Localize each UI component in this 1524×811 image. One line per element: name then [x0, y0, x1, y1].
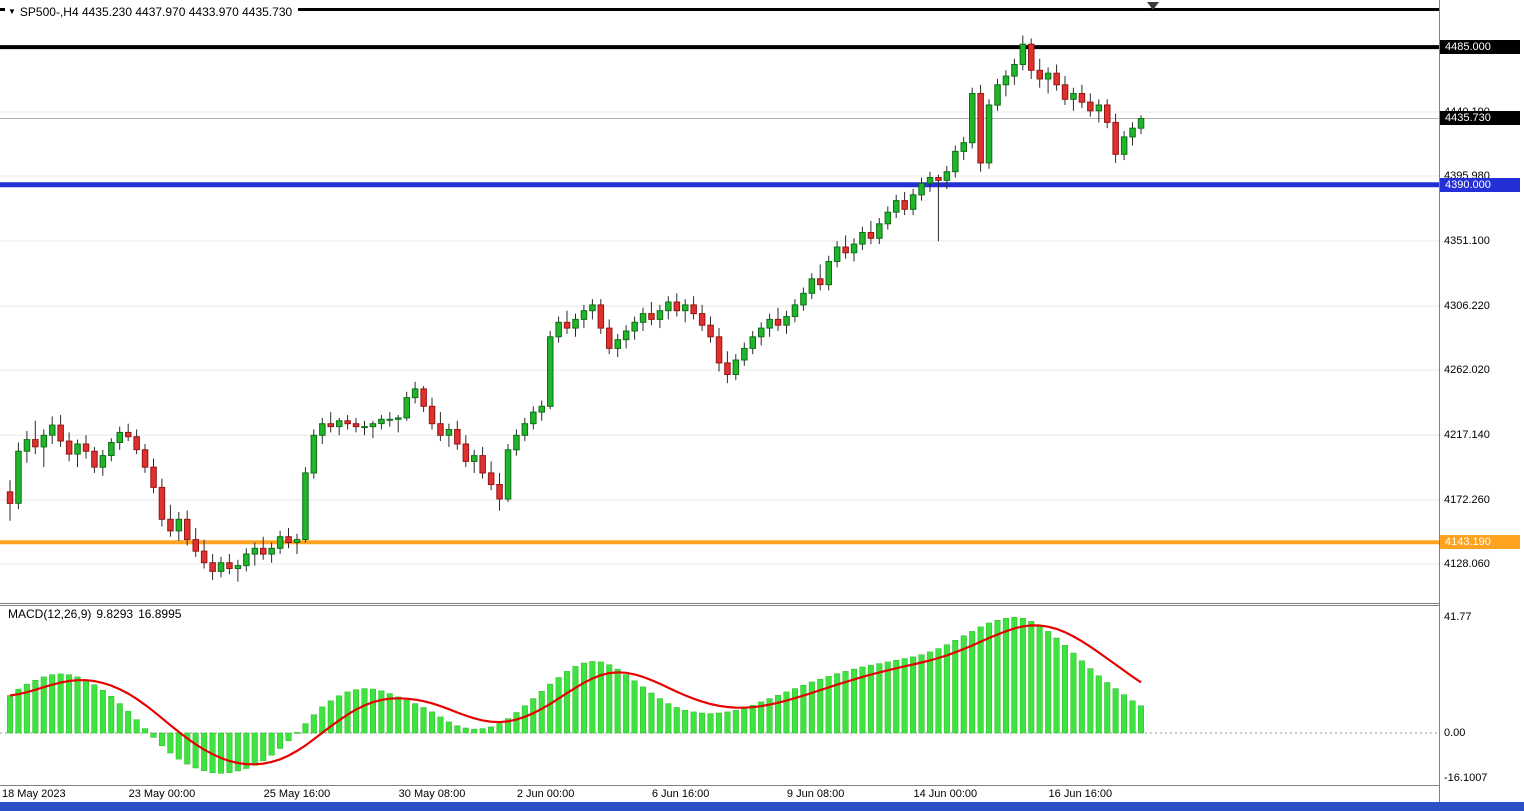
macd-value-text: 9.8293: [96, 607, 134, 621]
chart-symbol-header: ▼ SP500-,H4 4435.230 4437.970 4433.970 44…: [5, 3, 299, 20]
price-tick-label: 4217.140: [1444, 429, 1490, 442]
price-line-label: 4485.000: [1440, 40, 1520, 55]
time-tick-label: 18 May 2023: [2, 788, 66, 800]
time-tick-label: 9 Jun 08:00: [786, 788, 845, 800]
time-tick-label: 16 Jun 16:00: [1048, 788, 1113, 800]
macd-tick-label: 41.77: [1444, 611, 1472, 624]
price-line-label: 4143.190: [1440, 535, 1520, 550]
macd-params-text: MACD(12,26,9): [8, 607, 92, 621]
time-tick-label: 2 Jun 00:00: [516, 788, 575, 800]
time-tick-label: 30 May 08:00: [398, 788, 466, 800]
macd-indicator-panel[interactable]: [0, 605, 1439, 785]
macd-signal-line: [9, 624, 1142, 766]
chart-shift-marker-icon: [1147, 2, 1159, 10]
time-tick-label: 25 May 16:00: [263, 788, 331, 800]
time-tick-label: 14 Jun 00:00: [913, 788, 978, 800]
time-tick-label: 23 May 00:00: [128, 788, 196, 800]
price-chart-panel[interactable]: [0, 8, 1439, 603]
price-tick-label: 4262.020: [1444, 364, 1490, 377]
macd-tick-label: -16.1007: [1444, 771, 1488, 784]
time-tick-label: 6 Jun 16:00: [651, 788, 710, 800]
macd-tick-label: 0.00: [1444, 727, 1466, 739]
current-price-label: 4435.730: [1440, 111, 1520, 126]
macd-histogram: [7, 616, 1144, 774]
price-line-label: 4390.000: [1440, 177, 1520, 192]
price-tick-label: 4351.100: [1444, 235, 1490, 248]
symbol-ohlc-text: SP500-,H4 4435.230 4437.970 4433.970 443…: [19, 5, 293, 19]
price-tick-label: 4128.060: [1444, 558, 1490, 571]
macd-signal-value-text: 16.8995: [138, 607, 182, 621]
macd-indicator-label: MACD(12,26,9) 9.8293 16.8995: [5, 607, 192, 622]
window-bottom-strip: [0, 802, 1524, 811]
price-tick-label: 4306.220: [1444, 300, 1490, 313]
symbol-marker-icon: ▼: [8, 7, 16, 16]
price-tick-label: 4172.260: [1444, 494, 1490, 507]
candlesticks: [6, 35, 1145, 582]
price-axis[interactable]: [1440, 0, 1524, 802]
